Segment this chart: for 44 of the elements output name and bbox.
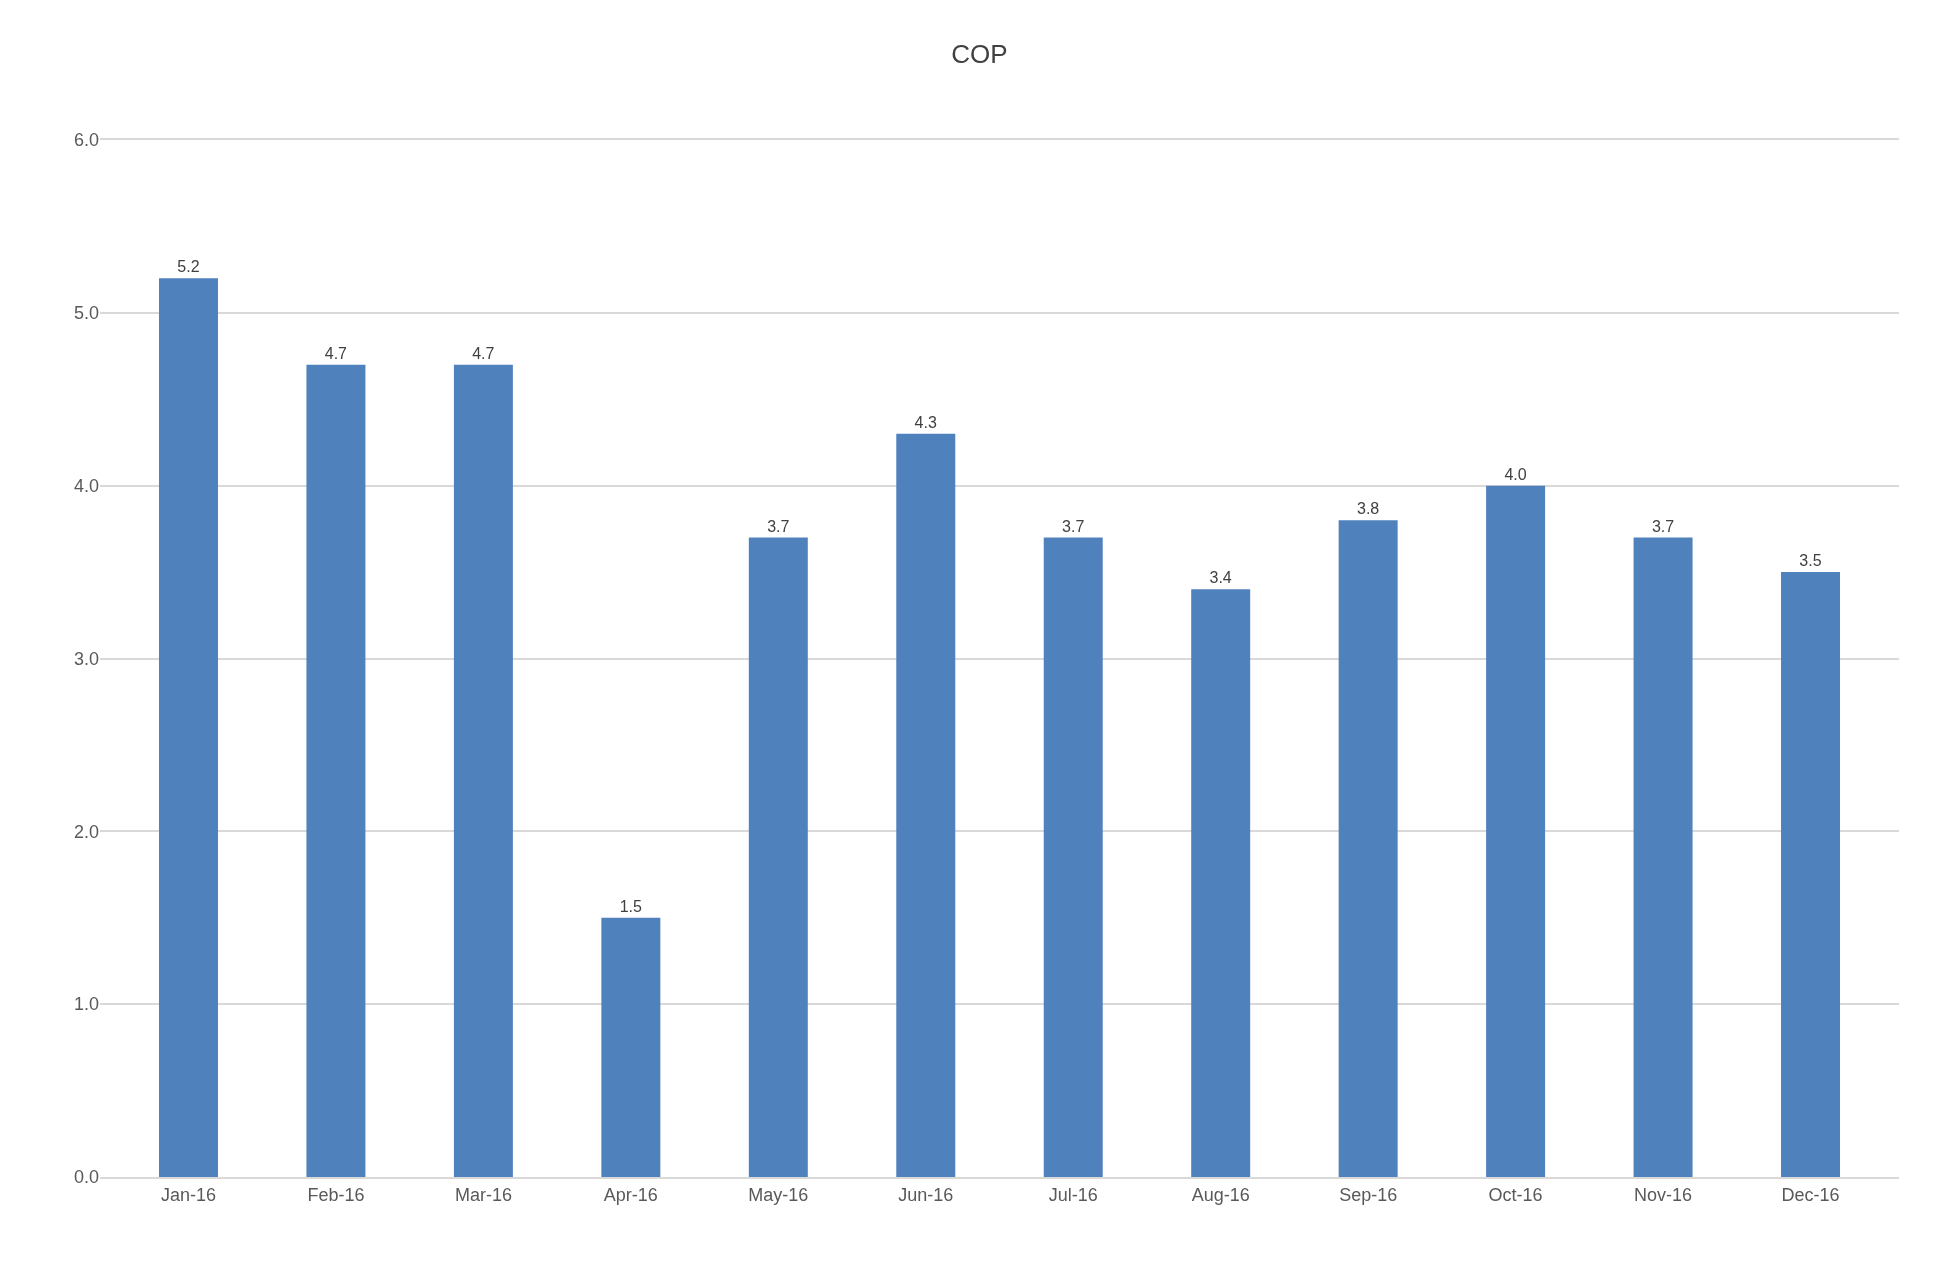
x-tick-label: Jul-16 xyxy=(1048,1184,1098,1205)
data-label: 3.8 xyxy=(1356,500,1380,518)
x-tick-label: Dec-16 xyxy=(1781,1184,1840,1205)
bar xyxy=(1191,589,1251,1177)
bar xyxy=(453,364,513,1177)
x-tick-label: Nov-16 xyxy=(1634,1184,1693,1205)
x-tick-label: Jan-16 xyxy=(160,1184,216,1205)
bar xyxy=(1338,520,1398,1177)
x-tick-label: Apr-16 xyxy=(603,1184,658,1205)
bar xyxy=(1781,572,1841,1177)
data-label: 3.4 xyxy=(1209,569,1232,587)
bar xyxy=(158,278,218,1177)
data-label: 4.7 xyxy=(472,344,495,362)
data-label: 3.7 xyxy=(1062,517,1085,535)
bar xyxy=(1486,485,1546,1177)
bar xyxy=(1633,537,1693,1177)
x-tick-label: May-16 xyxy=(748,1184,809,1205)
data-label: 3.7 xyxy=(1651,517,1675,535)
bar xyxy=(748,537,808,1177)
y-tick-label: 1.0 xyxy=(73,994,99,1015)
bar xyxy=(601,917,661,1177)
bar xyxy=(896,433,956,1177)
x-tick-label: Jun-16 xyxy=(898,1184,954,1205)
data-label: 4.7 xyxy=(324,344,348,362)
x-tick-label: Aug-16 xyxy=(1191,1184,1250,1205)
y-tick-label: 4.0 xyxy=(73,475,99,496)
x-tick-label: Feb-16 xyxy=(307,1184,365,1205)
y-tick-label: 3.0 xyxy=(73,648,99,669)
bar xyxy=(306,364,366,1177)
data-label: 4.0 xyxy=(1504,465,1527,483)
y-tick-label: 0.0 xyxy=(73,1167,99,1188)
x-tick-label: Oct-16 xyxy=(1488,1184,1543,1205)
bar xyxy=(1043,537,1103,1177)
y-tick-label: 6.0 xyxy=(73,130,99,151)
x-tick-label: Sep-16 xyxy=(1339,1184,1398,1205)
x-tick-label: Mar-16 xyxy=(454,1184,512,1205)
y-tick-label: 2.0 xyxy=(73,821,99,842)
chart-title: COP xyxy=(951,38,1008,69)
y-tick-label: 5.0 xyxy=(73,303,99,324)
data-label: 5.2 xyxy=(177,258,200,276)
data-label: 3.5 xyxy=(1799,552,1822,570)
data-label: 3.7 xyxy=(767,517,790,535)
data-label: 4.3 xyxy=(914,413,937,431)
data-label: 1.5 xyxy=(619,897,643,915)
